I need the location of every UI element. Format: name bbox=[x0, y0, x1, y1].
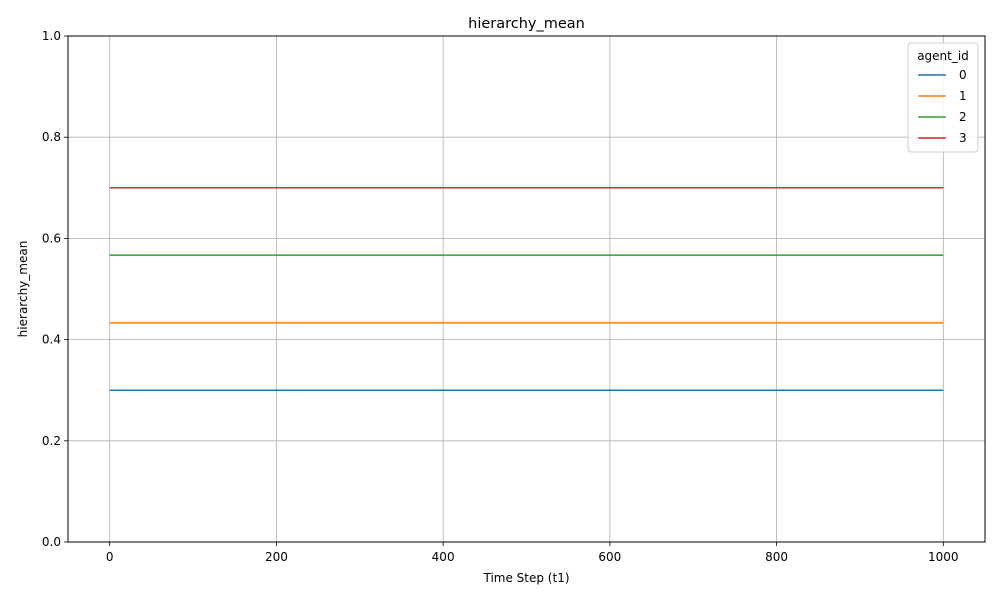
x-tick-label: 1000 bbox=[928, 550, 959, 564]
x-axis-ticks: 0 200 400 600 800 1000 bbox=[106, 542, 959, 564]
series-lines bbox=[109, 187, 944, 391]
y-tick-label: 0.2 bbox=[42, 434, 61, 448]
y-tick-label: 0.8 bbox=[42, 130, 61, 144]
legend-label-1: 1 bbox=[959, 89, 967, 103]
x-tick-label: 800 bbox=[765, 550, 788, 564]
y-tick-label: 1.0 bbox=[42, 29, 61, 43]
x-tick-label: 200 bbox=[265, 550, 288, 564]
legend-label-2: 2 bbox=[959, 110, 967, 124]
legend-label-0: 0 bbox=[959, 68, 967, 82]
legend-box bbox=[907, 42, 979, 153]
x-tick-label: 600 bbox=[598, 550, 621, 564]
legend-entries: 0 1 2 3 bbox=[918, 68, 967, 145]
x-tick-label: 400 bbox=[432, 550, 455, 564]
y-tick-label: 0.0 bbox=[42, 535, 61, 549]
grid bbox=[68, 35, 985, 543]
y-axis-ticks: 0.0 0.2 0.4 0.6 0.8 1.0 bbox=[42, 29, 68, 549]
legend-label-3: 3 bbox=[959, 131, 967, 145]
plot-frame bbox=[67, 35, 986, 543]
y-axis-label: hierarchy_mean bbox=[16, 241, 30, 338]
x-tick-label: 0 bbox=[106, 550, 114, 564]
y-tick-label: 0.6 bbox=[42, 231, 61, 245]
y-tick-label: 0.4 bbox=[42, 333, 61, 347]
chart-title: hierarchy_mean bbox=[468, 16, 585, 32]
legend-title: agent_id bbox=[917, 49, 969, 63]
x-axis-label: Time Step (t1) bbox=[482, 571, 569, 585]
legend: agent_id 0 1 2 3 bbox=[907, 42, 979, 153]
